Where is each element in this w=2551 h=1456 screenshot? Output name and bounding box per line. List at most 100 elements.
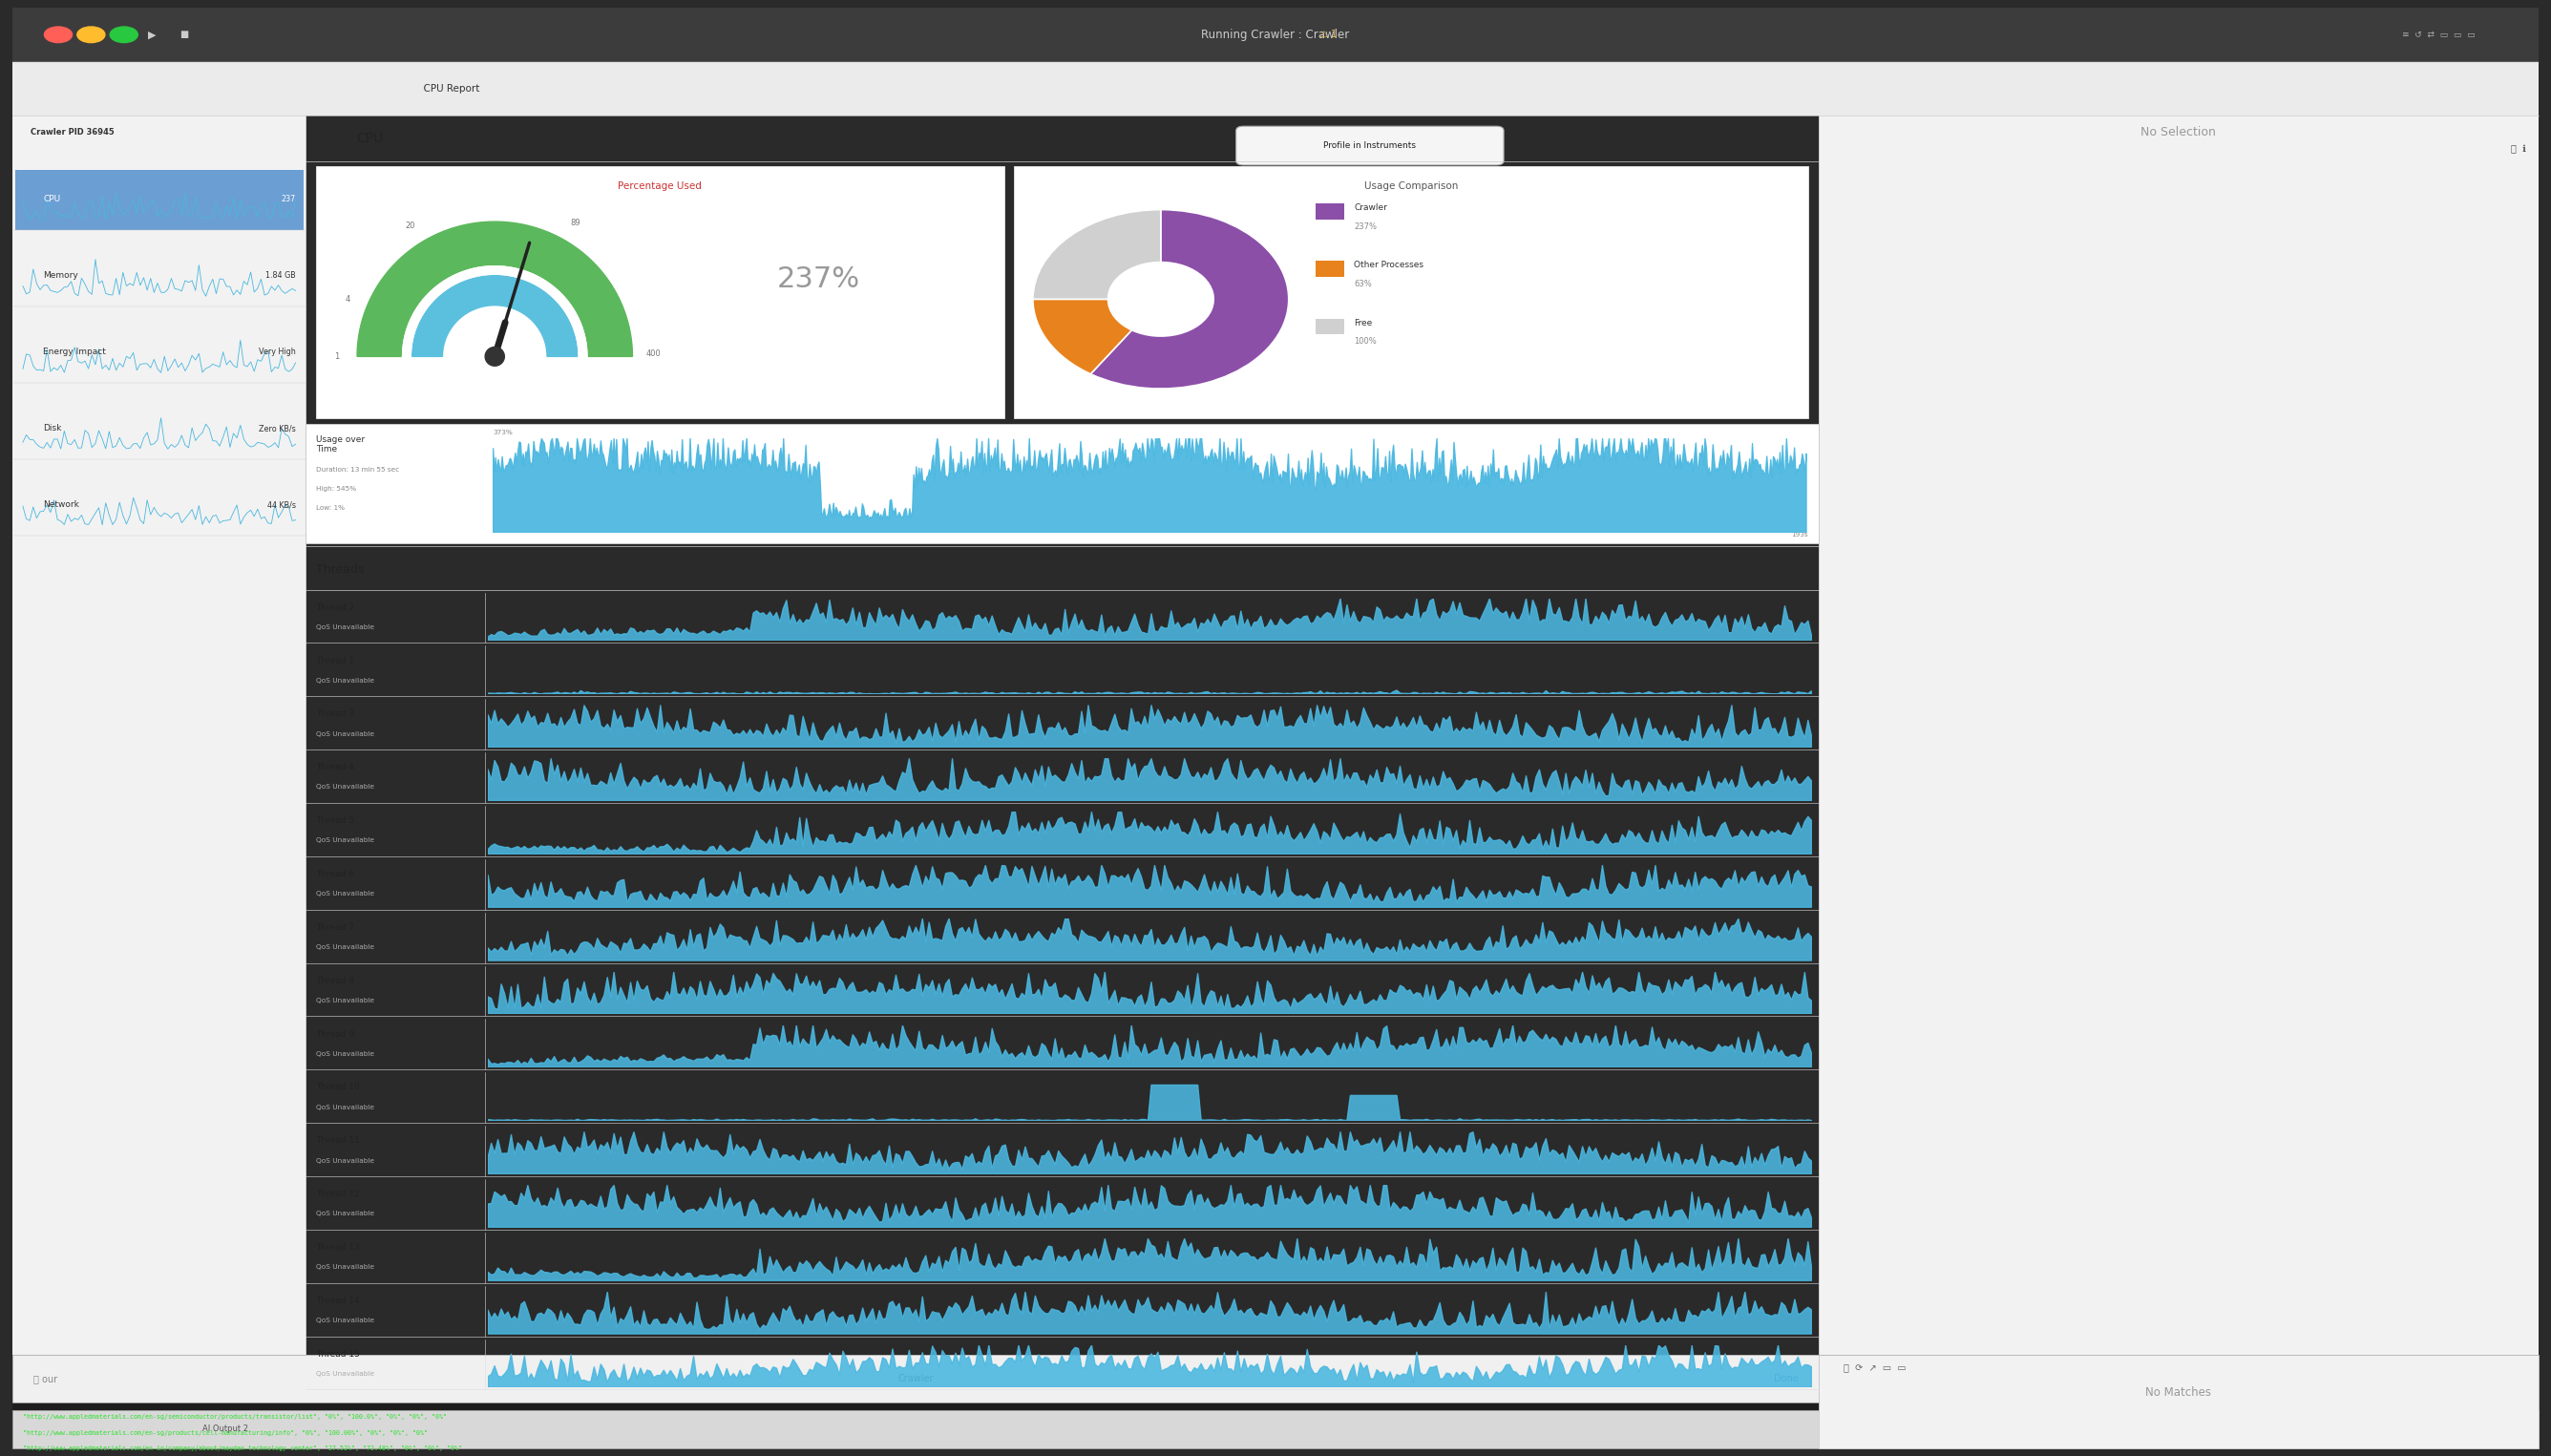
Text: Thread 7: Thread 7: [316, 923, 355, 932]
Text: QoS Unavailable: QoS Unavailable: [316, 1372, 375, 1377]
Text: Thread 14: Thread 14: [316, 1296, 360, 1305]
Text: Running Crawler : Crawler: Running Crawler : Crawler: [1202, 29, 1349, 41]
FancyBboxPatch shape: [13, 1409, 2538, 1449]
Text: "http://www.appledmaterials.com/en-sg/semiconductor/products/transistor/list", ": "http://www.appledmaterials.com/en-sg/se…: [23, 1414, 446, 1420]
Text: Energy Impact: Energy Impact: [43, 348, 107, 357]
FancyBboxPatch shape: [15, 170, 304, 230]
Text: 📄  ℹ: 📄 ℹ: [2510, 144, 2525, 154]
FancyBboxPatch shape: [1237, 127, 1503, 165]
Text: QoS Unavailable: QoS Unavailable: [316, 1104, 375, 1109]
Text: CPU Report: CPU Report: [416, 84, 480, 93]
Text: 1: 1: [334, 352, 339, 361]
Text: Crawler PID 36945: Crawler PID 36945: [31, 128, 115, 137]
Text: QoS Unavailable: QoS Unavailable: [316, 997, 375, 1003]
Text: QoS Unavailable: QoS Unavailable: [316, 945, 375, 949]
Text: Thread 10: Thread 10: [316, 1083, 360, 1092]
Text: Threads: Threads: [316, 563, 365, 575]
Text: 📄  ⟳  ↗  ▭  ▭: 📄 ⟳ ↗ ▭ ▭: [1844, 1363, 1906, 1372]
Text: Very High: Very High: [258, 348, 296, 357]
FancyBboxPatch shape: [306, 424, 1819, 543]
Text: QoS Unavailable: QoS Unavailable: [316, 891, 375, 897]
FancyBboxPatch shape: [1819, 115, 2538, 1356]
Text: 373%: 373%: [492, 430, 513, 435]
Text: Thread 2: Thread 2: [316, 603, 355, 612]
FancyBboxPatch shape: [13, 1402, 1819, 1449]
Text: QoS Unavailable: QoS Unavailable: [316, 1264, 375, 1270]
Text: QoS Unavailable: QoS Unavailable: [316, 1158, 375, 1163]
Text: Crawler: Crawler: [898, 1374, 934, 1383]
Circle shape: [77, 26, 105, 42]
Text: QoS Unavailable: QoS Unavailable: [316, 677, 375, 683]
FancyBboxPatch shape: [13, 115, 306, 1356]
Text: Other Processes: Other Processes: [1355, 261, 1423, 269]
Text: Free: Free: [1355, 319, 1372, 328]
FancyBboxPatch shape: [1015, 166, 1809, 418]
FancyBboxPatch shape: [1316, 261, 1344, 277]
Text: 400: 400: [645, 349, 661, 358]
Wedge shape: [1092, 210, 1288, 389]
Text: ▶: ▶: [148, 31, 156, 39]
Text: 1.84 GB: 1.84 GB: [265, 271, 296, 280]
Text: CPU: CPU: [43, 195, 61, 204]
Text: Disk: Disk: [43, 424, 61, 432]
Text: AI Output 2: AI Output 2: [202, 1425, 247, 1434]
Text: 4: 4: [344, 296, 349, 304]
Text: 193s: 193s: [1791, 531, 1809, 537]
Text: Percentage Used: Percentage Used: [617, 181, 702, 191]
Text: Thread 4: Thread 4: [316, 763, 355, 772]
FancyBboxPatch shape: [1316, 204, 1344, 220]
Text: High: 545%: High: 545%: [316, 486, 357, 492]
Text: QoS Unavailable: QoS Unavailable: [316, 731, 375, 737]
Polygon shape: [403, 266, 587, 357]
Text: Thread 6: Thread 6: [316, 869, 355, 878]
Circle shape: [485, 347, 505, 365]
Text: 63%: 63%: [1355, 280, 1372, 288]
Text: Network: Network: [43, 501, 79, 510]
Text: QoS Unavailable: QoS Unavailable: [316, 625, 375, 630]
Text: "http://www.appledmaterials.com/en-sg/products/cell-manufacturing/info", "0%", ": "http://www.appledmaterials.com/en-sg/pr…: [23, 1430, 429, 1436]
Text: QoS Unavailable: QoS Unavailable: [316, 1318, 375, 1324]
Text: 237%: 237%: [776, 265, 860, 293]
Wedge shape: [1033, 298, 1133, 374]
Text: Duration: 13 min 55 sec: Duration: 13 min 55 sec: [316, 467, 398, 473]
Text: Usage Comparison: Usage Comparison: [1365, 181, 1459, 191]
Text: "http://www.appledmaterials.com/en-in/company/about/maydan-technology-center", ": "http://www.appledmaterials.com/en-in/co…: [23, 1446, 462, 1452]
Text: ⚠ 1: ⚠ 1: [1314, 31, 1337, 39]
FancyBboxPatch shape: [1819, 1356, 2538, 1449]
Circle shape: [110, 26, 138, 42]
Text: No Selection: No Selection: [2140, 127, 2217, 138]
Text: 89: 89: [571, 218, 582, 227]
Text: Profile in Instruments: Profile in Instruments: [1324, 141, 1416, 150]
Polygon shape: [413, 275, 577, 357]
Wedge shape: [1033, 210, 1161, 298]
Text: 20: 20: [406, 221, 416, 230]
Text: Thread 12: Thread 12: [316, 1190, 360, 1198]
Text: Thread 13: Thread 13: [316, 1243, 360, 1252]
Circle shape: [43, 26, 71, 42]
Text: QoS Unavailable: QoS Unavailable: [316, 785, 375, 791]
FancyBboxPatch shape: [13, 63, 2538, 115]
Text: Crawler: Crawler: [1355, 204, 1388, 213]
Text: QoS Unavailable: QoS Unavailable: [316, 837, 375, 843]
Text: Usage over
Time: Usage over Time: [316, 435, 365, 454]
Text: 44 KB/s: 44 KB/s: [268, 501, 296, 510]
Text: Thread 11: Thread 11: [316, 1137, 360, 1144]
Polygon shape: [357, 221, 633, 357]
Text: 100%: 100%: [1355, 338, 1378, 347]
Text: Thread 3: Thread 3: [316, 711, 355, 718]
Text: Done: Done: [1773, 1374, 1798, 1383]
Text: QoS Unavailable: QoS Unavailable: [316, 1211, 375, 1217]
Text: Thread 1: Thread 1: [316, 657, 355, 665]
FancyBboxPatch shape: [1316, 319, 1344, 335]
FancyBboxPatch shape: [13, 7, 2538, 63]
Text: Thread 8: Thread 8: [316, 977, 355, 986]
Text: QoS Unavailable: QoS Unavailable: [316, 1051, 375, 1057]
Text: CPU: CPU: [357, 131, 383, 146]
Text: Thread 5: Thread 5: [316, 817, 355, 826]
Text: 237: 237: [281, 195, 296, 204]
Text: 🔍 our: 🔍 our: [33, 1374, 56, 1383]
Text: Zero KB/s: Zero KB/s: [258, 424, 296, 432]
FancyBboxPatch shape: [13, 1356, 1819, 1402]
Text: ≡  ↺  ⇄  ▭  ▭  ▭: ≡ ↺ ⇄ ▭ ▭ ▭: [2403, 31, 2474, 39]
Text: Memory: Memory: [43, 271, 79, 280]
